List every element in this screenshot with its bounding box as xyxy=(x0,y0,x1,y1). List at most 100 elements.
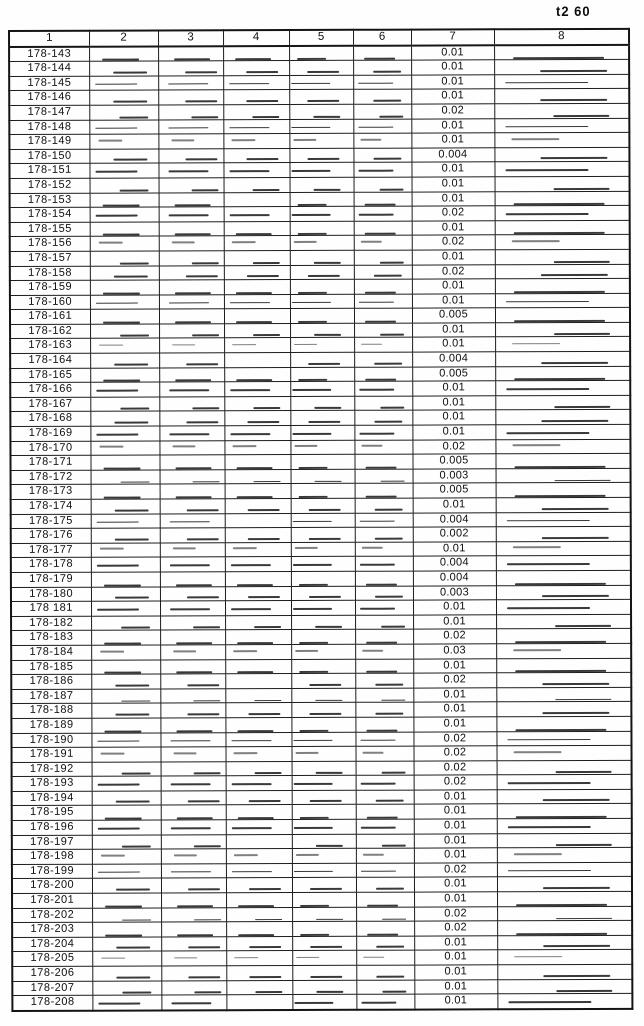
empty-cell xyxy=(225,761,292,777)
empty-cell xyxy=(159,586,225,602)
empty-cell xyxy=(496,789,632,805)
empty-cell xyxy=(160,615,226,631)
empty-cell xyxy=(354,322,413,338)
row-label-cell: 178-183 xyxy=(11,630,92,646)
empty-cell xyxy=(158,133,224,149)
empty-cell xyxy=(89,119,159,135)
empty-cell xyxy=(291,848,356,864)
empty-cell xyxy=(90,353,160,368)
empty-cell xyxy=(159,411,225,427)
empty-cell xyxy=(494,103,630,119)
empty-cell xyxy=(224,498,291,514)
empty-cell xyxy=(91,820,161,835)
empty-cell xyxy=(158,221,224,237)
empty-cell xyxy=(496,687,632,703)
row-label-cell: 178-164 xyxy=(10,353,91,369)
empty-cell xyxy=(353,133,412,149)
empty-cell xyxy=(89,207,159,222)
empty-cell xyxy=(289,118,354,134)
empty-cell xyxy=(353,249,412,265)
empty-cell xyxy=(290,425,355,441)
empty-cell xyxy=(289,89,354,105)
row-label-cell: 178-180 xyxy=(10,586,91,602)
empty-cell xyxy=(159,352,225,368)
row-label-cell: 178-192 xyxy=(11,761,92,777)
value-cell: 0.01 xyxy=(411,220,495,236)
empty-cell xyxy=(159,440,225,456)
column-header: 7 xyxy=(411,29,495,46)
empty-cell xyxy=(496,643,632,659)
value-cell: 0.02 xyxy=(414,921,498,936)
empty-cell xyxy=(225,673,292,689)
empty-cell xyxy=(90,498,160,514)
empty-cell xyxy=(224,571,291,587)
empty-cell xyxy=(89,134,159,149)
empty-cell xyxy=(158,104,224,120)
empty-cell xyxy=(496,803,632,819)
empty-cell xyxy=(91,732,161,748)
empty-cell xyxy=(225,688,292,704)
empty-cell xyxy=(495,497,631,513)
row-label-cell: 178-179 xyxy=(10,572,91,588)
column-header: 3 xyxy=(158,30,224,47)
column-header: 4 xyxy=(223,30,290,46)
row-label-cell: 178-158 xyxy=(9,265,90,281)
row-label-cell: 178-150 xyxy=(9,148,90,164)
empty-cell xyxy=(497,935,633,951)
empty-cell xyxy=(292,979,357,995)
empty-cell xyxy=(160,878,227,894)
value-cell: 0.02 xyxy=(412,439,496,455)
empty-cell xyxy=(494,249,630,265)
empty-cell xyxy=(90,455,160,471)
value-cell: 0.01 xyxy=(414,979,498,995)
value-cell: 0.01 xyxy=(413,848,497,863)
empty-cell xyxy=(354,366,413,382)
empty-cell xyxy=(91,776,161,792)
empty-cell xyxy=(225,659,292,674)
row-label-cell: 178-154 xyxy=(9,207,90,223)
empty-cell xyxy=(159,323,225,339)
empty-cell xyxy=(90,411,160,427)
value-cell: 0.01 xyxy=(411,89,495,105)
empty-cell xyxy=(91,747,161,762)
value-cell: 0.01 xyxy=(413,614,497,630)
empty-cell xyxy=(91,834,161,850)
empty-cell xyxy=(89,192,159,208)
empty-cell xyxy=(89,90,159,106)
empty-cell xyxy=(158,279,224,295)
empty-cell xyxy=(224,323,291,339)
empty-cell xyxy=(497,905,633,922)
row-label-cell: 178-147 xyxy=(9,105,90,121)
empty-cell xyxy=(161,965,227,981)
empty-cell xyxy=(494,117,630,133)
value-cell: 0.01 xyxy=(411,44,495,61)
row-label-cell: 178-174 xyxy=(10,499,91,515)
empty-cell xyxy=(224,469,291,485)
empty-cell xyxy=(290,585,355,601)
empty-cell xyxy=(159,338,225,354)
empty-cell xyxy=(161,980,227,996)
empty-cell xyxy=(158,265,224,281)
value-cell: 0.02 xyxy=(411,235,495,250)
empty-cell xyxy=(494,234,630,250)
row-label-cell: 178-156 xyxy=(9,236,90,252)
empty-cell xyxy=(354,468,413,484)
value-cell: 0.01 xyxy=(412,599,497,615)
empty-cell xyxy=(291,702,356,718)
empty-cell xyxy=(160,659,226,675)
empty-cell xyxy=(91,688,161,704)
empty-cell xyxy=(494,88,630,104)
empty-cell xyxy=(497,978,633,994)
empty-cell xyxy=(90,528,160,543)
empty-cell xyxy=(90,542,160,558)
empty-cell xyxy=(158,294,224,310)
empty-cell xyxy=(224,542,291,558)
empty-cell xyxy=(225,615,292,631)
value-cell: 0.004 xyxy=(412,570,496,586)
empty-cell xyxy=(91,630,161,646)
empty-cell xyxy=(354,395,413,411)
empty-cell xyxy=(497,891,633,907)
empty-cell xyxy=(356,921,415,937)
empty-cell xyxy=(223,89,290,105)
